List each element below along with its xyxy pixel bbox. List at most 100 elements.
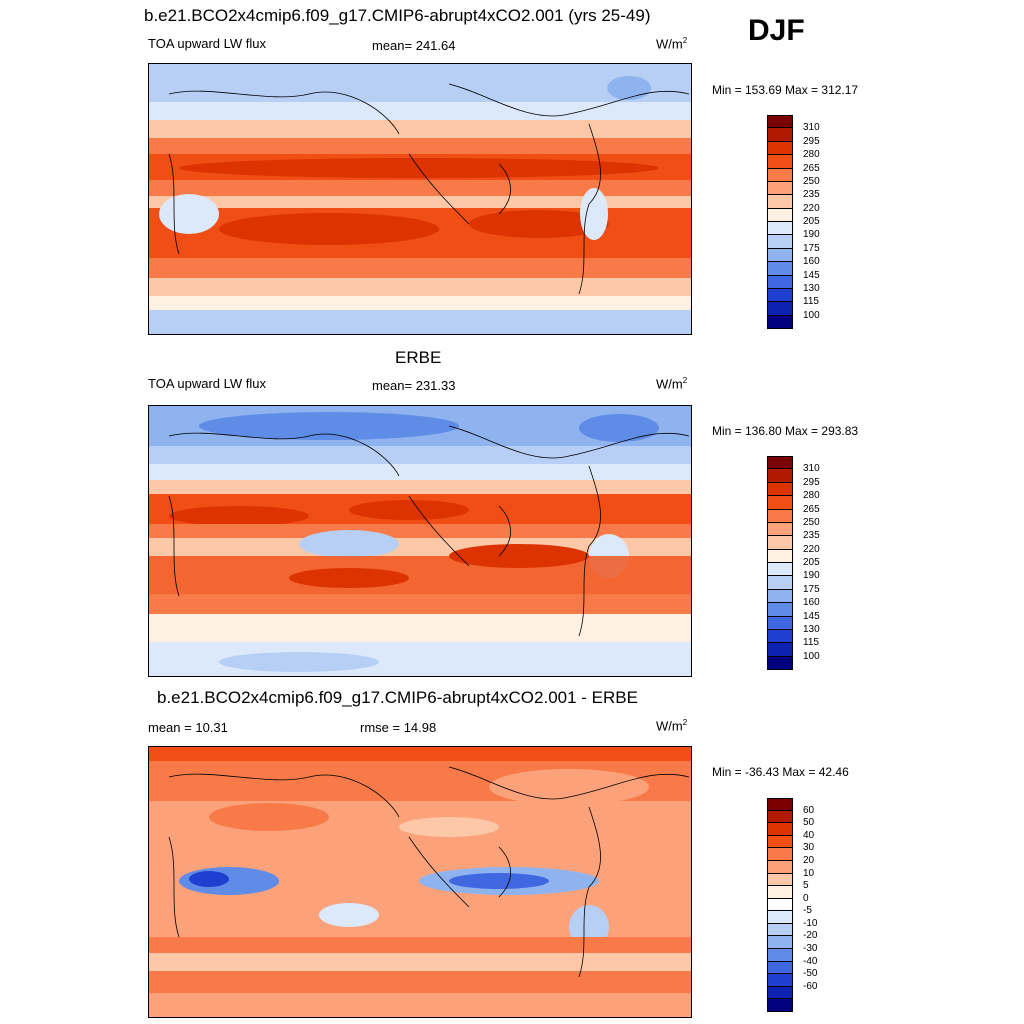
colorbar-cell xyxy=(767,262,793,276)
colorbar-cell xyxy=(767,974,793,987)
colorbar-tick-label: 265 xyxy=(803,503,820,515)
colorbar-tick-label: 220 xyxy=(803,202,820,214)
panel-mean-diff: mean = 10.31 xyxy=(148,720,228,735)
colorbar-tick-label: 30 xyxy=(803,842,815,854)
map-obs xyxy=(148,405,692,677)
units-exponent: 2 xyxy=(682,376,688,385)
colorbar-tick-label: 60 xyxy=(803,804,815,816)
colorbar-cell xyxy=(767,629,793,644)
colorbar-cell xyxy=(767,603,793,617)
colorbar-cell xyxy=(767,248,793,263)
units-base: W/m xyxy=(656,36,683,52)
colorbar-tick-label: 250 xyxy=(803,175,820,187)
colorbar-tick-label: 205 xyxy=(803,216,820,227)
colorbar-tick-label: 5 xyxy=(803,880,809,892)
colorbar-tick-label: 130 xyxy=(803,623,820,635)
colorbar-cell xyxy=(767,589,793,604)
colorbar-tick-label: 295 xyxy=(803,135,820,147)
colorbar-tick-label: 175 xyxy=(803,583,820,595)
colorbar-tick-label: -60 xyxy=(803,980,818,992)
map-obs-field xyxy=(149,406,691,676)
map-diff-field xyxy=(149,747,691,1017)
panel-variable-model: TOA upward LW flux xyxy=(148,36,267,51)
colorbar-cell xyxy=(767,456,793,470)
colorbar-tick-label: 50 xyxy=(803,817,815,829)
units-exponent: 2 xyxy=(682,36,688,45)
colorbar-cell xyxy=(767,288,793,303)
colorbar-cell xyxy=(767,898,793,912)
colorbar-cell xyxy=(767,536,793,550)
colorbar-tick-label: 115 xyxy=(803,637,819,649)
colorbar-tick-label: 175 xyxy=(803,242,820,254)
colorbar-cell xyxy=(767,656,793,670)
colorbar-tick-label: 235 xyxy=(803,189,820,201)
panel-units-model: W/m2 xyxy=(656,36,687,51)
colorbar-cell xyxy=(767,195,793,209)
colorbar-cell xyxy=(767,936,793,950)
colorbar-tick-label: -30 xyxy=(803,943,818,955)
colorbar-tick-label: 205 xyxy=(803,557,820,568)
colorbar-tick-label: 20 xyxy=(803,854,815,866)
colorbar-cell xyxy=(767,315,793,329)
colorbar-tick-label: 280 xyxy=(803,490,820,502)
colorbar-cell xyxy=(767,141,793,156)
colorbar-tick-label: -10 xyxy=(803,917,818,929)
colorbar-cell xyxy=(767,482,793,497)
panel-title-model: b.e21.BCO2x4cmip6.f09_g17.CMIP6-abrupt4x… xyxy=(144,6,651,25)
colorbar-cell xyxy=(767,496,793,510)
panel-variable-obs: TOA upward LW flux xyxy=(148,376,267,391)
colorbar-tick-label: 145 xyxy=(803,610,820,622)
colorbar-cell xyxy=(767,873,793,887)
season-label: DJF xyxy=(748,14,805,47)
colorbar-tick-label: 190 xyxy=(803,229,820,241)
colorbar-cell xyxy=(767,911,793,924)
colorbar-cell xyxy=(767,576,793,590)
colorbar-cell xyxy=(767,208,793,222)
colorbar-obs: 310 295 280 265 250 235 220 205 190 175 160 145 130 1… xyxy=(767,456,820,670)
colorbar-tick-label: 160 xyxy=(803,256,820,268)
colorbar-cell xyxy=(767,835,793,849)
map-diff xyxy=(148,746,692,1018)
colorbar-model: 310 295 280 265 250 235 220 205 190 175 160 145 130 1… xyxy=(767,115,820,329)
colorbar-cell xyxy=(767,823,793,836)
units-base: W/m xyxy=(656,718,683,734)
colorbar-cell xyxy=(767,302,793,316)
map-model xyxy=(148,63,692,335)
colorbar-cell xyxy=(767,886,793,899)
colorbar-tick-label: 220 xyxy=(803,543,820,555)
colorbar-cell xyxy=(767,181,793,196)
panel-title-diff: b.e21.BCO2x4cmip6.f09_g17.CMIP6-abrupt4x… xyxy=(157,688,638,707)
colorbar-cell xyxy=(767,222,793,236)
colorbar-cell xyxy=(767,848,793,861)
colorbar-tick-label: 100 xyxy=(803,309,820,321)
panel-rmse-diff: rmse = 14.98 xyxy=(360,720,437,735)
panel-units-diff: W/m2 xyxy=(656,718,687,733)
colorbar-cell xyxy=(767,128,793,142)
colorbar-tick-label: 100 xyxy=(803,650,820,662)
colorbar-cell xyxy=(767,275,793,289)
colorbar-tick-label: 0 xyxy=(803,892,809,904)
colorbar-tick-label: -40 xyxy=(803,955,818,967)
colorbar-tick-label: 160 xyxy=(803,597,820,609)
colorbar-cell xyxy=(767,961,793,975)
colorbar-tick-label: 145 xyxy=(803,269,820,281)
colorbar-cell xyxy=(767,522,793,537)
colorbar-cell xyxy=(767,798,793,811)
colorbar-tick-label: 190 xyxy=(803,570,820,582)
panel-mean-model: mean= 241.64 xyxy=(372,38,456,53)
colorbar-tick-label: -5 xyxy=(803,905,812,917)
panel-minmax-obs: Min = 136.80 Max = 293.83 xyxy=(712,424,859,438)
colorbar-cell xyxy=(767,549,793,563)
map-model-field xyxy=(149,64,691,334)
panel-title-obs: ERBE xyxy=(395,348,442,367)
colorbar-tick-label: 295 xyxy=(803,476,820,488)
colorbar-cell xyxy=(767,563,793,577)
colorbar-cell xyxy=(767,616,793,630)
colorbar-cell xyxy=(767,115,793,129)
units-exponent: 2 xyxy=(682,718,688,727)
colorbar-cell xyxy=(767,986,793,1000)
colorbar-cell xyxy=(767,949,793,962)
colorbar-cell xyxy=(767,810,793,824)
colorbar-tick-label: -50 xyxy=(803,968,818,980)
colorbar-cell xyxy=(767,235,793,249)
